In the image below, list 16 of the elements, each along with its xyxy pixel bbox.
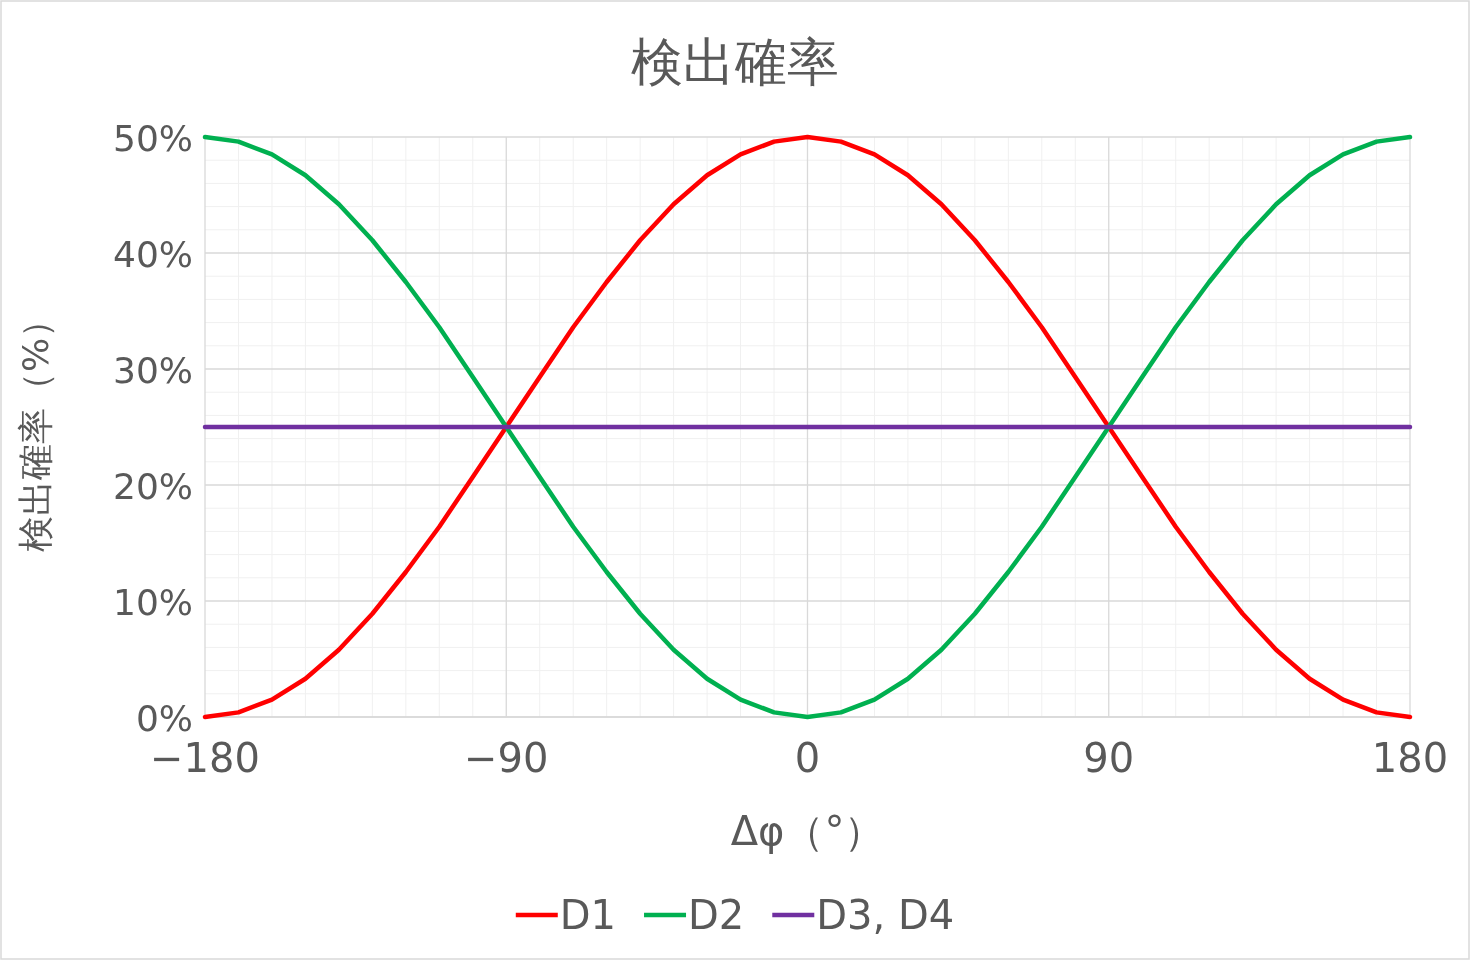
legend-label: D3, D4 (816, 892, 955, 938)
line-series (202, 134, 1413, 720)
x-tick-label: 0 (794, 735, 821, 781)
y-axis-title: 検出確率（%） (15, 301, 56, 553)
y-tick-label: 50% (112, 118, 193, 159)
chart-title: 検出確率 (631, 32, 839, 92)
legend-label: D2 (688, 892, 745, 938)
x-tick-label: 180 (1371, 735, 1449, 781)
legend-label: D1 (559, 892, 617, 938)
y-tick-label: 10% (112, 582, 193, 623)
x-axis-title: Δφ（°） (730, 808, 885, 854)
x-tick-label: 90 (1083, 735, 1135, 781)
y-tick-label: 30% (112, 350, 193, 391)
y-tick-label: 40% (112, 234, 193, 275)
y-tick-label: 20% (112, 466, 193, 507)
x-tick-label: −90 (464, 735, 549, 781)
